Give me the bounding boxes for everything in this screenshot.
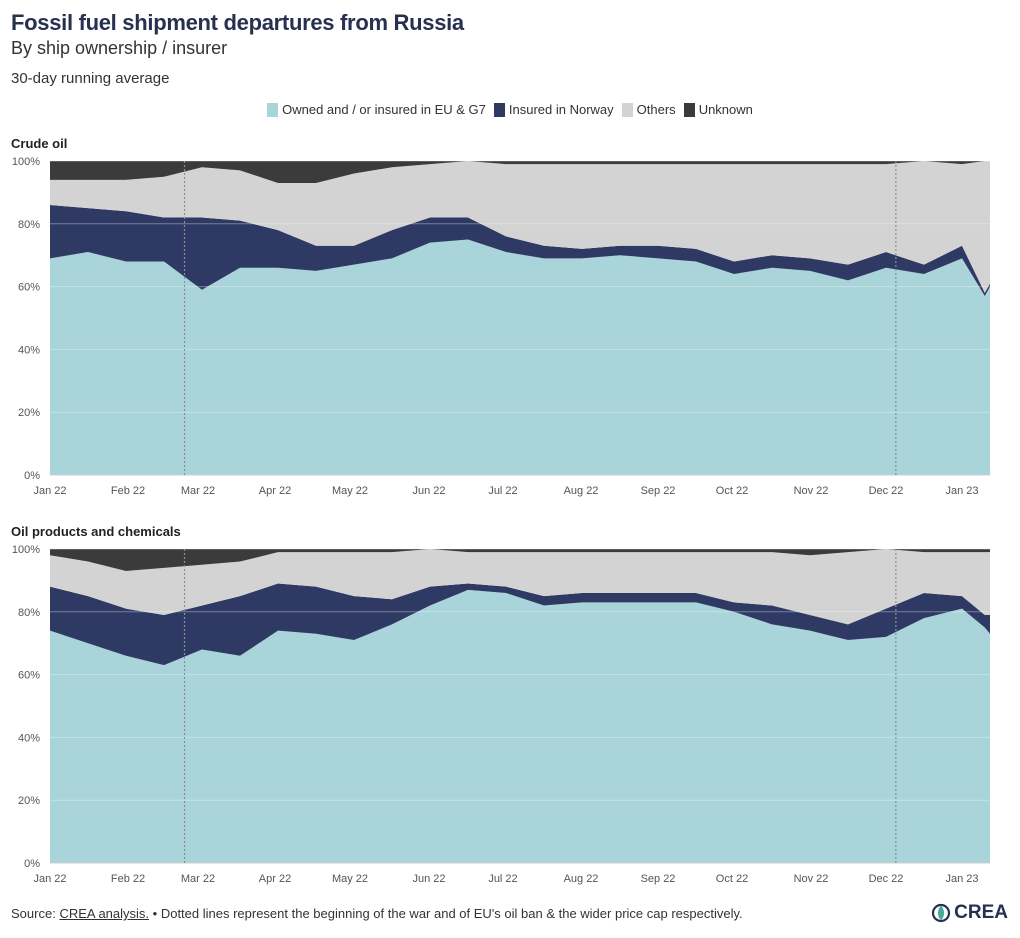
x-tick-label-2: Apr 22: [259, 873, 291, 885]
area-eu-g7-1: [50, 239, 990, 475]
area-norway-1: [50, 204, 990, 297]
x-tick-label-1: Apr 22: [259, 485, 291, 497]
area-others-1: [50, 161, 990, 293]
x-tick-label-1: Dec 22: [869, 485, 904, 497]
area-eu-g7-2: [50, 589, 990, 863]
area-unknown-2: [50, 549, 990, 571]
crea-logo-text: CREA: [954, 902, 1008, 923]
area-unknown-1: [50, 161, 990, 183]
legend-swatch-norway: [493, 102, 505, 117]
panel-title-products: Oil products and chemicals: [11, 524, 181, 539]
footer: Source: CREA analysis. • Dotted lines re…: [11, 906, 743, 921]
x-tick-label-1: Jul 22: [488, 485, 517, 497]
x-tick-label-1: May 22: [332, 485, 368, 497]
y-tick-label-2: 80%: [18, 607, 40, 619]
footer-source-link[interactable]: CREA analysis.: [59, 906, 150, 921]
footer-note: • Dotted lines represent the beginning o…: [152, 906, 743, 921]
x-tick-label-1: Feb 22: [111, 485, 145, 497]
y-tick-label-2: 40%: [18, 732, 40, 744]
area-others-2: [50, 549, 990, 625]
y-tick-label-2: 60%: [18, 670, 40, 682]
x-tick-label-1: Mar 22: [181, 485, 215, 497]
legend-label-unknown: Unknown: [698, 102, 753, 117]
legend-swatch-others: [621, 102, 633, 117]
y-tick-label-1: 20%: [18, 407, 40, 419]
y-tick-label-2: 0%: [24, 858, 40, 870]
y-tick-label-2: 20%: [18, 795, 40, 807]
legend-label-others: Others: [636, 102, 676, 117]
x-tick-label-2: Dec 22: [869, 873, 904, 885]
crea-leaf-icon: [932, 903, 951, 923]
x-tick-label-2: Nov 22: [794, 873, 829, 885]
legend-label-eu-g7: Owned and / or insured in EU & G7: [282, 102, 486, 117]
x-tick-label-1: Jun 22: [412, 485, 445, 497]
y-tick-label-1: 40%: [18, 344, 40, 356]
chart-title: Fossil fuel shipment departures from Rus…: [11, 10, 464, 35]
x-tick-label-2: Jan 23: [945, 873, 978, 885]
x-tick-label-2: Jun 22: [412, 873, 445, 885]
legend-item-others[interactable]: Others: [621, 102, 676, 117]
x-tick-label-2: Mar 22: [181, 873, 215, 885]
legend-item-norway[interactable]: Insured in Norway: [493, 102, 614, 117]
y-tick-label-1: 60%: [18, 282, 40, 294]
footer-source-label: Source:: [11, 906, 56, 921]
legend-label-norway: Insured in Norway: [508, 102, 614, 117]
legend: Owned and / or insured in EU & G7 Insure…: [0, 102, 1020, 117]
x-tick-label-2: Jan 22: [33, 873, 66, 885]
x-tick-label-2: May 22: [332, 873, 368, 885]
x-tick-label-2: Aug 22: [564, 873, 599, 885]
legend-swatch-unknown: [683, 102, 695, 117]
chart-subtitle: By ship ownership / insurer: [11, 38, 228, 58]
legend-item-unknown[interactable]: Unknown: [683, 102, 753, 117]
y-tick-label-2: 100%: [12, 544, 40, 556]
legend-item-eu-g7[interactable]: Owned and / or insured in EU & G7: [267, 102, 486, 117]
y-tick-label-1: 0%: [24, 470, 40, 482]
x-tick-label-2: Oct 22: [716, 873, 748, 885]
x-tick-label-1: Nov 22: [794, 485, 829, 497]
x-tick-label-1: Aug 22: [564, 485, 599, 497]
x-tick-label-1: Jan 23: [945, 485, 978, 497]
x-tick-label-2: Sep 22: [641, 873, 676, 885]
x-tick-label-2: Feb 22: [111, 873, 145, 885]
y-tick-label-1: 100%: [12, 156, 40, 168]
area-norway-2: [50, 583, 990, 666]
x-tick-label-1: Sep 22: [641, 485, 676, 497]
crea-logo: CREA: [931, 902, 1008, 924]
x-tick-label-1: Oct 22: [716, 485, 748, 497]
x-tick-label-2: Jul 22: [488, 873, 517, 885]
chart-note: 30-day running average: [11, 70, 170, 87]
y-tick-label-1: 80%: [18, 219, 40, 231]
x-tick-label-1: Jan 22: [33, 485, 66, 497]
panel-title-crude: Crude oil: [11, 136, 68, 151]
legend-swatch-eu-g7: [267, 102, 279, 117]
